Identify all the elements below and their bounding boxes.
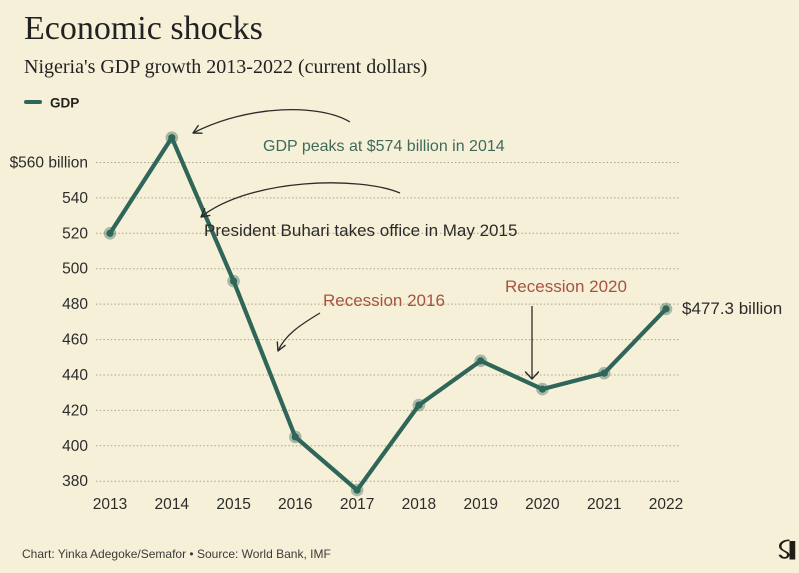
svg-text:$477.3 billion: $477.3 billion [682, 299, 782, 318]
svg-text:Recession 2016: Recession 2016 [323, 291, 445, 310]
svg-text:2014: 2014 [155, 496, 190, 513]
svg-text:2022: 2022 [649, 496, 683, 513]
svg-text:460: 460 [62, 332, 88, 349]
svg-text:GDP peaks at $574 billion in 2: GDP peaks at $574 billion in 2014 [263, 138, 505, 155]
svg-text:540: 540 [62, 190, 88, 207]
svg-text:2021: 2021 [587, 496, 621, 513]
svg-text:520: 520 [62, 225, 88, 242]
svg-text:Recession 2020: Recession 2020 [505, 277, 627, 296]
svg-text:2015: 2015 [216, 496, 250, 513]
svg-text:420: 420 [62, 402, 88, 419]
svg-text:500: 500 [62, 261, 88, 278]
svg-text:President Buhari takes office: President Buhari takes office in May 201… [204, 221, 517, 240]
svg-text:440: 440 [62, 367, 88, 384]
svg-text:2013: 2013 [93, 496, 127, 513]
svg-text:$560 billion: $560 billion [10, 155, 88, 172]
svg-text:2018: 2018 [402, 496, 436, 513]
svg-text:2017: 2017 [340, 496, 374, 513]
svg-text:2019: 2019 [463, 496, 497, 513]
svg-text:380: 380 [62, 473, 88, 490]
svg-text:400: 400 [62, 438, 88, 455]
svg-text:2016: 2016 [278, 496, 312, 513]
svg-text:480: 480 [62, 296, 88, 313]
svg-text:2020: 2020 [525, 496, 560, 513]
